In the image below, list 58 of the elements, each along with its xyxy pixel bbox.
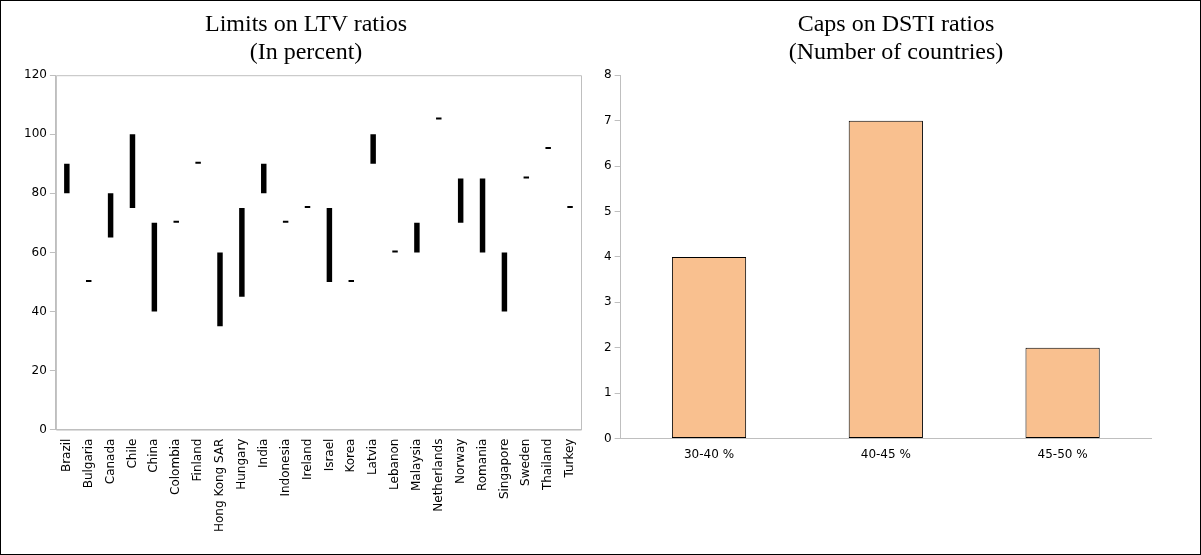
bar	[457, 178, 464, 223]
x-tick-label: Latvia	[365, 438, 380, 476]
y-tick-label: 0	[603, 430, 612, 445]
x-tick-label: Lebanon	[387, 438, 402, 490]
x-tick-label: Korea	[343, 438, 358, 473]
y-tick-label: 100	[24, 126, 47, 141]
y-tick-label: 8	[603, 67, 612, 82]
x-tick-label: Colombia	[168, 438, 183, 495]
x-tick-label: Brazil	[58, 438, 73, 473]
x-tick-label: Hungary	[234, 438, 248, 490]
y-tick-label: 3	[603, 294, 612, 309]
x-tick-label: India	[255, 438, 270, 469]
bar	[479, 178, 486, 253]
y-tick-label: 6	[603, 158, 612, 173]
chart-title: Caps on DSTI ratios (Number of countries)	[787, 9, 1005, 65]
x-tick-label: Turkey	[562, 438, 577, 479]
x-tick-label: Thailand	[540, 438, 555, 492]
bar	[129, 134, 136, 209]
x-tick-label: 40-45 %	[860, 446, 911, 461]
x-tick-label: 45-50 %	[1037, 446, 1088, 461]
y-tick-label: 60	[31, 244, 47, 259]
x-tick-label: Finland	[190, 438, 205, 482]
y-tick-label: 20	[31, 362, 47, 377]
x-tick-label: Indonesia	[277, 438, 292, 497]
y-tick-label: 80	[31, 185, 47, 200]
x-tick-label: Norway	[452, 438, 467, 485]
x-tick-label: Sweden	[518, 438, 533, 486]
y-tick-label: 120	[24, 67, 47, 82]
bar	[239, 208, 245, 297]
x-tick-label: Hong Kong SAR	[212, 438, 227, 533]
bar	[64, 163, 70, 194]
y-tick-label: 2	[603, 339, 612, 354]
x-tick-label: Malaysia	[409, 438, 424, 491]
x-tick-label: Singapore	[496, 438, 511, 500]
y-tick-label: 1	[603, 385, 612, 400]
bar	[326, 208, 333, 282]
x-tick-label: Netherlands	[430, 438, 445, 512]
bar	[370, 134, 376, 164]
y-tick-label: 5	[603, 203, 612, 218]
x-tick-label: Chile	[124, 438, 139, 469]
x-tick-label: Israel	[321, 438, 336, 472]
y-tick-label: 4	[603, 249, 612, 264]
bar	[107, 193, 114, 238]
x-tick-label: Romania	[474, 438, 489, 492]
bar	[261, 163, 267, 194]
y-tick-label: 0	[39, 421, 47, 436]
chart-title: Limits on LTV ratios (In percent)	[204, 9, 408, 65]
bar	[414, 222, 420, 253]
y-tick-label: 7	[603, 112, 612, 127]
x-tick-label: Ireland	[299, 438, 314, 481]
y-tick-label: 40	[31, 303, 47, 318]
bar	[217, 252, 223, 327]
bar	[501, 252, 508, 312]
x-tick-label: China	[146, 438, 161, 473]
bar	[151, 222, 158, 312]
x-tick-label: 30-40 %	[683, 446, 735, 461]
x-tick-label: Canada	[102, 438, 117, 485]
x-tick-label: Bulgaria	[80, 438, 95, 489]
